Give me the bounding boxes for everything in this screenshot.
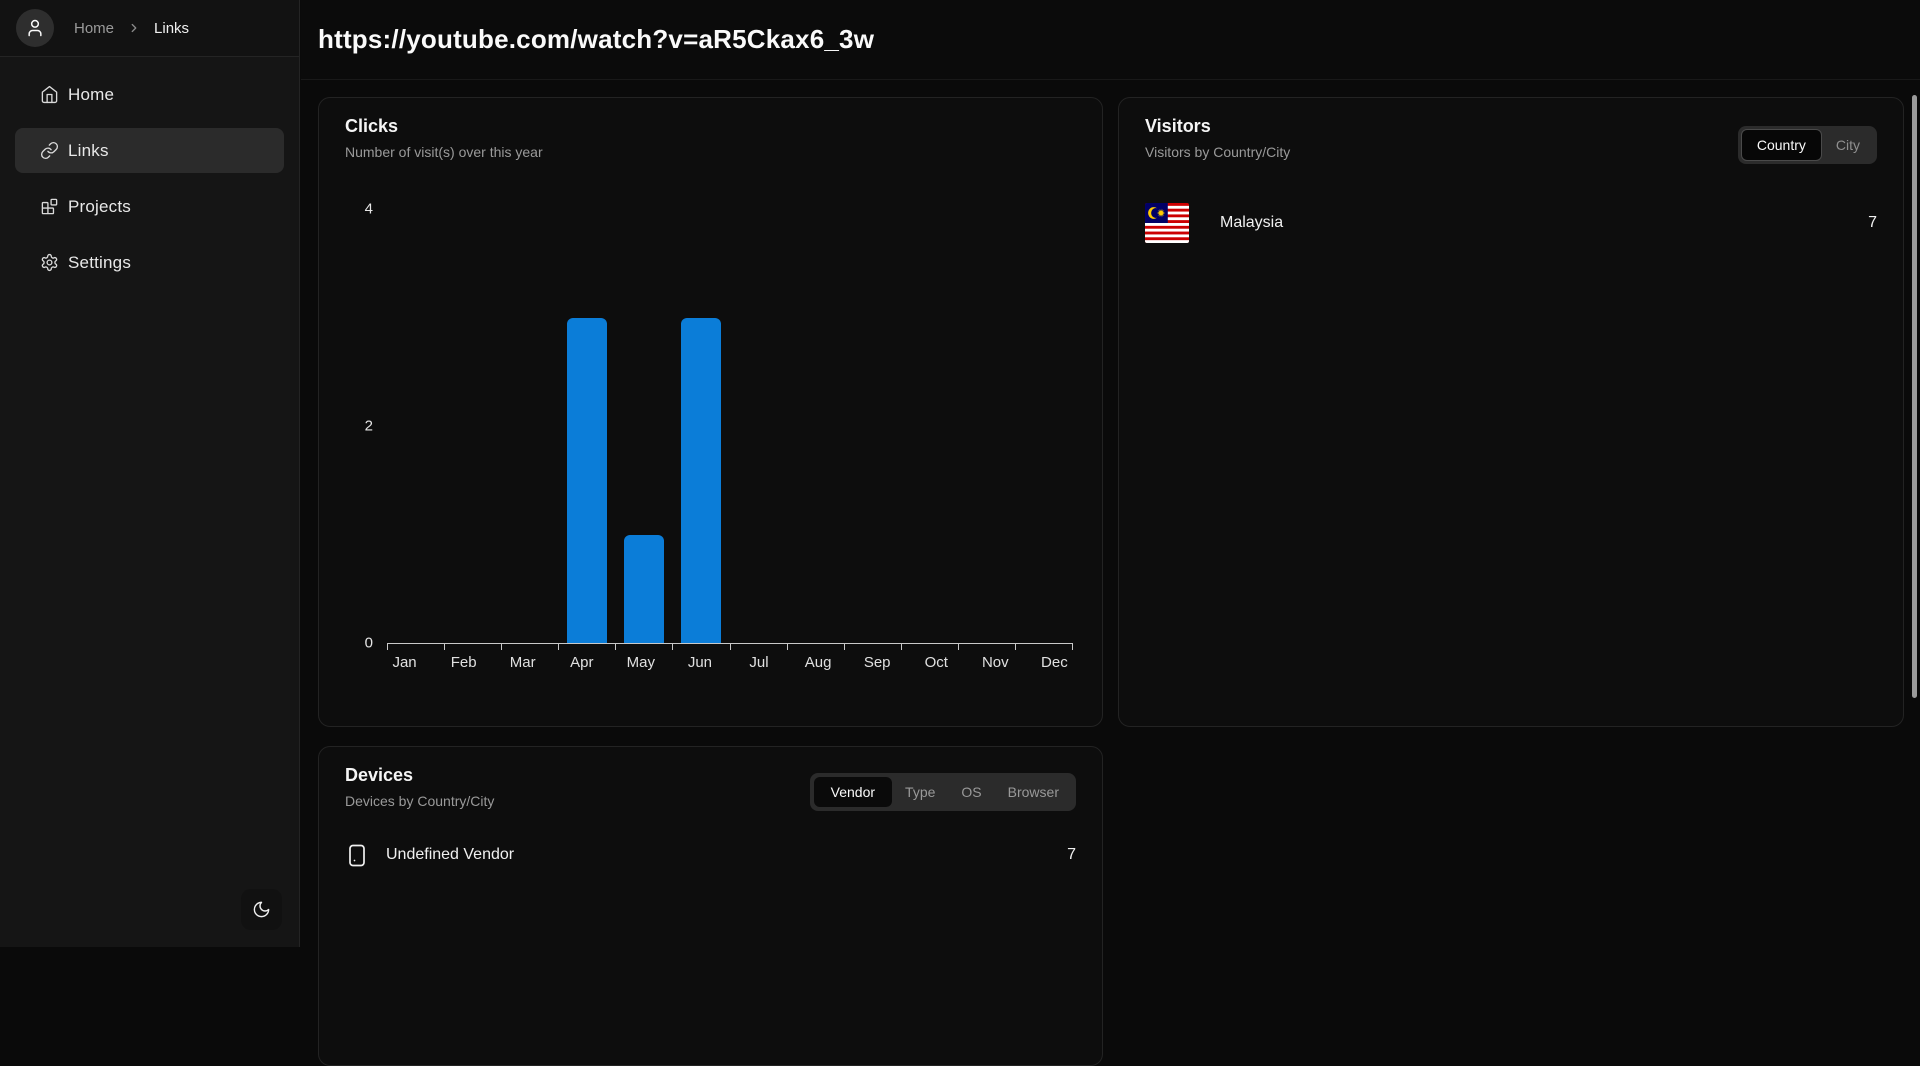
blocks-icon — [40, 197, 59, 216]
visitors-card: Visitors Visitors by Country/City Countr… — [1118, 97, 1904, 727]
chart-x-tick — [844, 643, 845, 650]
chart-x-label: Nov — [966, 654, 1025, 671]
chart-y-tick: 4 — [365, 201, 373, 218]
chart-x-tick — [787, 643, 788, 650]
sidebar-item-links[interactable]: Links — [15, 128, 284, 173]
user-icon — [25, 18, 45, 38]
chart-x-tick — [901, 643, 902, 650]
chart-x-tick — [558, 643, 559, 650]
chart-x-tick — [958, 643, 959, 650]
country-name: Malaysia — [1220, 214, 1283, 232]
link-icon — [40, 141, 59, 160]
device-name: Undefined Vendor — [386, 846, 514, 864]
sidebar: Home Links Home Links Projects Settings — [0, 0, 300, 947]
devices-tabs: Vendor Type OS Browser — [810, 773, 1076, 811]
devices-card: Devices Devices by Country/City Vendor T… — [318, 746, 1103, 1066]
tab-os[interactable]: OS — [948, 777, 994, 807]
user-avatar[interactable] — [16, 9, 54, 47]
chart-y-tick: 2 — [365, 418, 373, 435]
clicks-card-subtitle: Number of visit(s) over this year — [345, 144, 1076, 160]
toggle-city[interactable]: City — [1822, 129, 1874, 161]
sidebar-item-label: Links — [68, 141, 109, 161]
moon-icon — [252, 900, 271, 919]
sidebar-item-label: Settings — [68, 253, 131, 273]
sidebar-item-settings[interactable]: Settings — [15, 240, 284, 285]
sidebar-item-home[interactable]: Home — [15, 72, 284, 117]
smartphone-icon — [345, 841, 371, 869]
breadcrumb: Home Links — [74, 20, 189, 37]
chevron-right-icon — [127, 21, 141, 35]
gear-icon — [40, 253, 59, 272]
clicks-card-title: Clicks — [345, 116, 1076, 137]
chart-x-label: May — [611, 654, 670, 671]
sidebar-nav: Home Links Projects Settings — [0, 57, 299, 285]
malaysia-flag-icon — [1145, 203, 1189, 243]
device-count: 7 — [1067, 846, 1076, 864]
chart-x-tick — [730, 643, 731, 650]
chart-x-tick — [672, 643, 673, 650]
chart-x-tick — [615, 643, 616, 650]
chart-bar-apr[interactable] — [567, 318, 607, 644]
country-count: 7 — [1868, 214, 1877, 232]
chart-x-label: Mar — [493, 654, 552, 671]
clicks-card: Clicks Number of visit(s) over this year… — [318, 97, 1103, 727]
breadcrumb-links: Links — [154, 20, 189, 37]
chart-x-label: Feb — [434, 654, 493, 671]
page-title: https://youtube.com/watch?v=aR5Ckax6_3w — [318, 24, 874, 55]
visitors-card-subtitle: Visitors by Country/City — [1145, 144, 1290, 160]
visitor-row-malaysia: Malaysia 7 — [1145, 203, 1877, 243]
tab-type[interactable]: Type — [892, 777, 948, 807]
chart-x-tick — [501, 643, 502, 650]
sidebar-item-label: Projects — [68, 197, 131, 217]
chart-x-tick — [387, 643, 388, 650]
home-icon — [40, 85, 59, 104]
chart-x-label: Oct — [907, 654, 966, 671]
devices-card-title: Devices — [345, 765, 494, 786]
breadcrumb-home[interactable]: Home — [74, 20, 114, 37]
chart-x-label: Jun — [670, 654, 729, 671]
theme-toggle-button[interactable] — [241, 889, 282, 930]
main-area: https://youtube.com/watch?v=aR5Ckax6_3w … — [301, 0, 1920, 947]
chart-bar-jun[interactable] — [681, 318, 721, 644]
scrollbar-thumb[interactable] — [1912, 95, 1917, 698]
chart-x-tick — [1015, 643, 1016, 650]
chart-x-label: Jan — [375, 654, 434, 671]
chart-x-label: Dec — [1025, 654, 1084, 671]
devices-card-subtitle: Devices by Country/City — [345, 793, 494, 809]
visitors-toggle-group: Country City — [1738, 126, 1877, 164]
sidebar-topbar: Home Links — [0, 0, 299, 57]
sidebar-item-label: Home — [68, 85, 114, 105]
chart-x-label: Apr — [552, 654, 611, 671]
chart-x-label: Aug — [789, 654, 848, 671]
chart-y-tick: 0 — [365, 635, 373, 652]
tab-vendor[interactable]: Vendor — [814, 777, 892, 807]
tab-browser[interactable]: Browser — [995, 777, 1072, 807]
chart-x-tick — [444, 643, 445, 650]
visitors-card-title: Visitors — [1145, 116, 1290, 137]
chart-x-label: Sep — [848, 654, 907, 671]
content-grid: Clicks Number of visit(s) over this year… — [301, 80, 1920, 1066]
chart-x-tick — [1072, 643, 1073, 650]
chart-x-label: Jul — [729, 654, 788, 671]
main-header: https://youtube.com/watch?v=aR5Ckax6_3w — [301, 0, 1920, 80]
sidebar-item-projects[interactable]: Projects — [15, 184, 284, 229]
toggle-country[interactable]: Country — [1741, 129, 1822, 161]
chart-bar-may[interactable] — [624, 535, 664, 644]
device-row-undefined-vendor: Undefined Vendor 7 — [345, 841, 1076, 869]
